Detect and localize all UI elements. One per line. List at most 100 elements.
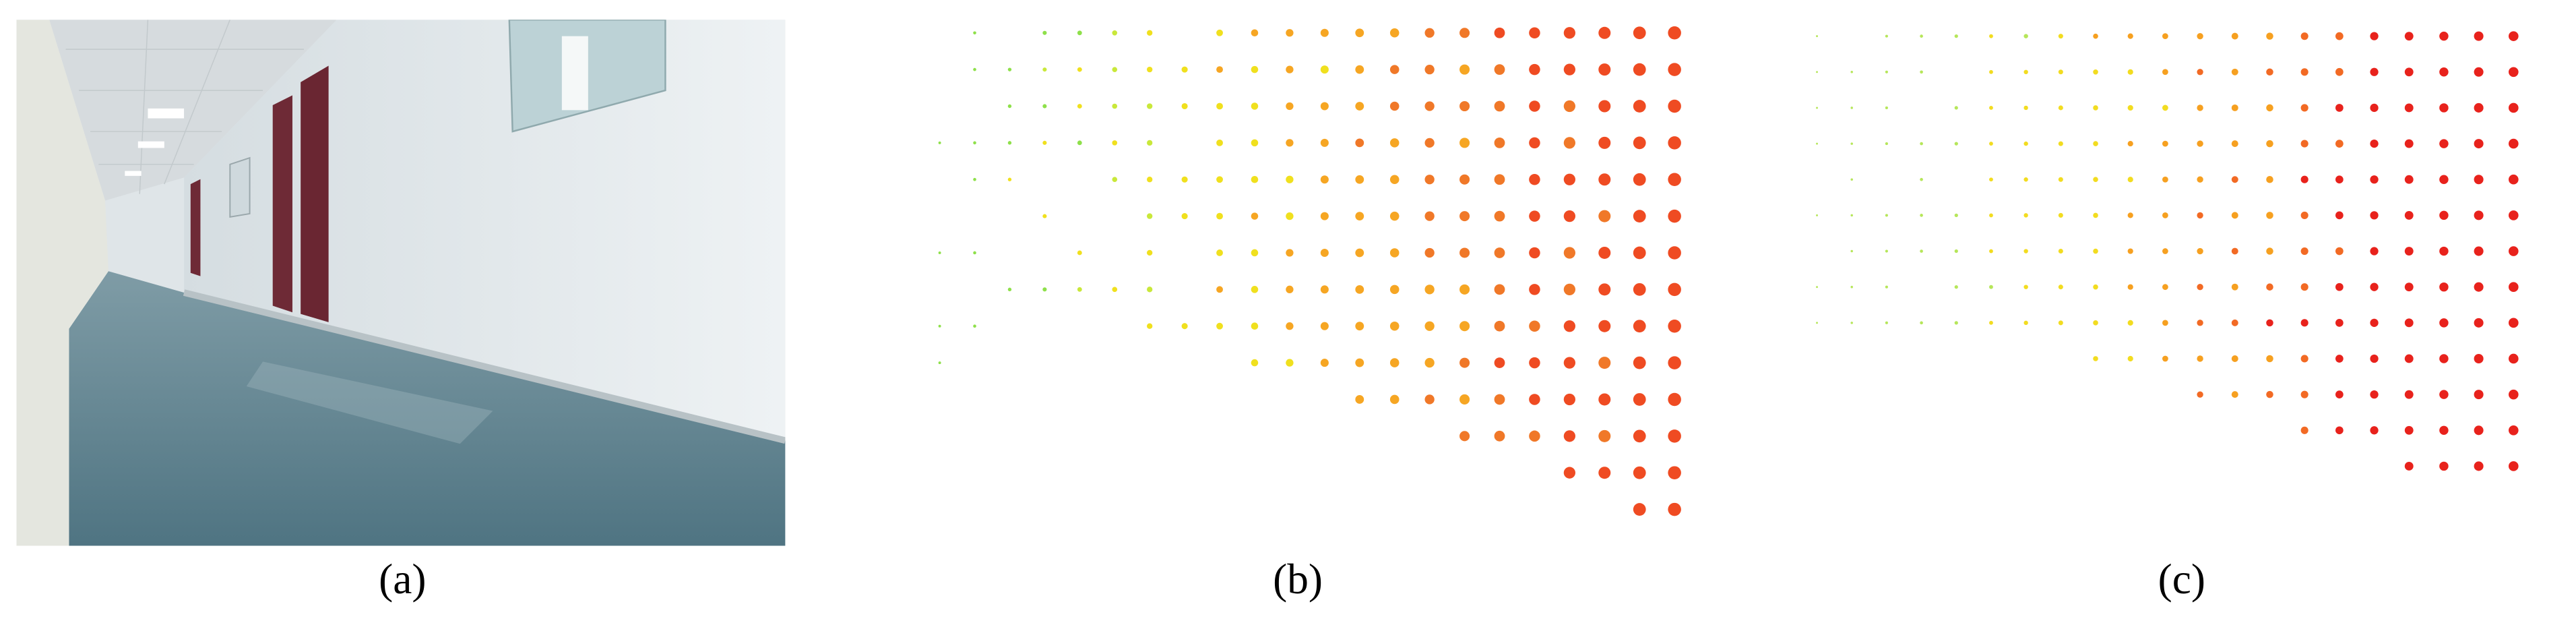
depth-point [1494,284,1505,295]
depth-point [2127,104,2133,111]
depth-point [1563,320,1575,332]
ceiling-light [137,141,164,148]
depth-point [2231,104,2238,111]
depth-point [1251,359,1259,367]
depth-point [1424,285,1435,295]
depth-point [973,177,976,181]
depth-point [1563,357,1575,369]
depth-point [1633,429,1646,443]
depth-point [1563,467,1575,479]
depth-point [1042,287,1047,292]
depth-point [1216,286,1223,293]
depth-point [1251,322,1259,330]
depth-point [2370,354,2379,363]
depth-point [2335,318,2344,327]
depth-point [2093,320,2098,326]
depth-point [2508,31,2519,41]
depth-point [2474,139,2484,149]
depth-point [2093,105,2098,111]
depth-point [2162,33,2168,40]
depth-point [1320,28,1329,37]
depth-point [2474,246,2484,256]
depth-point [1181,102,1188,110]
depth-point [1920,70,1923,74]
depth-point [1668,136,1681,150]
depth-point [1668,173,1681,186]
depth-point [2474,282,2484,292]
depth-point [2404,390,2414,399]
floor [16,271,786,546]
depth-point [1816,322,1819,324]
depth-point [1885,34,1888,38]
ceiling [49,20,337,201]
depth-point [1816,35,1819,38]
depth-point [1389,65,1400,74]
depth-point [2508,318,2519,328]
depth-point [2127,177,2133,183]
depth-point [1494,64,1505,76]
depth-point [1563,393,1575,406]
depth-point [1494,174,1505,185]
depth-point [1181,213,1188,220]
depth-point [1885,321,1888,324]
depth-point [1668,392,1681,407]
depth-point [2508,461,2519,471]
depth-point [2300,283,2308,291]
depth-point [1112,67,1118,72]
depth-point [1563,27,1575,39]
depth-point [1286,175,1294,183]
depth-point [2300,355,2308,363]
depth-point [2300,32,2308,40]
depth-point [1598,173,1611,186]
depth-point [1459,247,1470,258]
depth-point [2266,355,2273,363]
depth-point [2058,69,2063,75]
depth-point [1885,142,1888,146]
depth-point [1598,283,1611,296]
depth-point [1494,100,1505,112]
depth-point [1389,138,1400,148]
depth-point [1251,29,1259,37]
depth-point [973,251,976,255]
depth-point [1459,357,1470,368]
depth-point [2023,249,2028,253]
depth-point [2508,389,2519,400]
depth-point [2335,175,2344,184]
depth-point [2404,462,2414,471]
depth-point [1320,65,1329,74]
depth-point [2474,425,2484,436]
depth-point [2093,248,2098,254]
depth-point [1989,142,1993,146]
depth-point [2197,355,2203,362]
depth-point [1563,210,1575,222]
depth-point [938,324,941,328]
depth-point [1355,28,1364,38]
depth-point [1920,214,1923,217]
depth-point [2370,390,2379,399]
depth-point [1320,102,1329,111]
depth-point [1598,393,1611,406]
depth-point [1355,212,1364,221]
depth-point [2370,175,2379,184]
depth-point [2474,175,2484,185]
depth-point [1633,503,1646,516]
depth-point [1320,322,1329,330]
depth-point [2335,390,2344,398]
depth-point [2197,320,2203,326]
ceiling-grid [65,20,305,194]
depth-point [1954,142,1958,146]
depth-point [1251,175,1259,183]
depth-point [1920,177,1923,181]
depth-point [1355,285,1364,294]
caption: (b) [1273,556,1323,603]
depth-point [1954,213,1958,218]
depth-point [1112,287,1118,293]
depth-point [938,141,941,144]
left-wall [16,20,108,546]
depth-point [2058,105,2063,111]
depth-point [2231,176,2238,183]
depth-point [2508,138,2519,149]
depth-point [2474,102,2484,113]
depth-point [2162,69,2168,76]
